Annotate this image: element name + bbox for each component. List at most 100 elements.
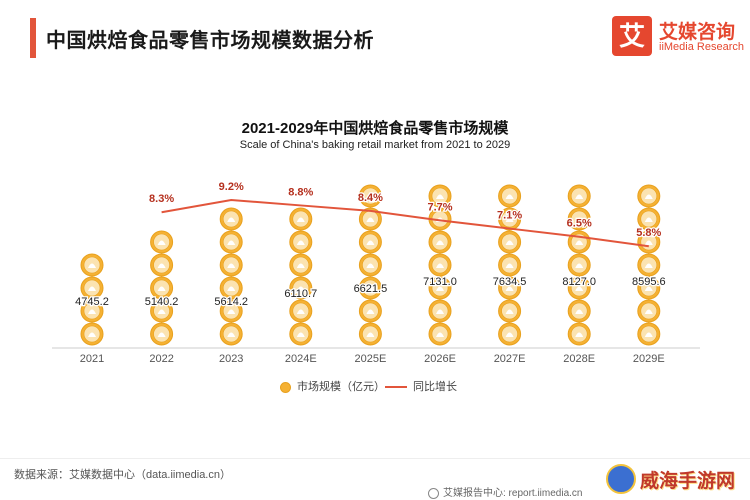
bread-icon	[227, 217, 236, 222]
bread-icon	[505, 263, 514, 268]
bar-value-labels: 4745.2 5140.2 5614.2 6110.7 6621.5 7131.0 7634…	[74, 275, 667, 310]
bread-icon	[436, 332, 444, 337]
bread-icon	[88, 309, 96, 314]
bread-icon	[575, 240, 584, 245]
growth-line-series: 8.3% 9.2% 8.8% 8.4% 7.7% 7.1% 6.5% 5.8%	[148, 180, 663, 248]
site-badge-icon	[606, 464, 636, 494]
report-link-text: 艾媒报告中心: report.iimedia.cn	[443, 488, 583, 499]
bar-2027E	[498, 184, 522, 346]
logo-mark-icon: 艾	[612, 16, 652, 56]
bread-icon	[505, 240, 514, 245]
bar-2026E	[428, 184, 452, 346]
bread-icon	[575, 263, 584, 268]
bar-2029E	[637, 184, 661, 346]
bread-icon	[644, 194, 653, 199]
bread-icon	[436, 286, 444, 291]
growth-value-label: 6.5%	[567, 218, 592, 230]
x-tick-label: 2024E	[285, 353, 317, 365]
bread-icon	[88, 286, 96, 291]
x-tick-label: 2025E	[354, 353, 386, 365]
bread-icon	[505, 332, 514, 337]
bar-2025E	[358, 184, 382, 346]
iimedia-icon	[428, 487, 439, 499]
legend: 市场规模（亿元） 同比增长	[0, 378, 750, 396]
bread-icon	[296, 240, 305, 245]
bread-icon	[644, 332, 653, 337]
x-tick-label: 2023	[219, 353, 243, 365]
bread-icon	[436, 263, 444, 268]
bread-icon	[366, 194, 375, 199]
logo-name-cn: 艾媒咨询	[659, 22, 736, 43]
bar-value-label: 7131.0	[423, 276, 457, 288]
bread-icon	[436, 240, 444, 245]
x-tick-label: 2022	[149, 353, 173, 365]
bar-2021	[80, 253, 104, 346]
growth-value-label: 8.8%	[288, 186, 313, 198]
bar-value-label: 5614.2	[214, 296, 248, 308]
bread-icon	[157, 240, 166, 245]
page-title: 中国烘焙食品零售市场规模数据分析	[46, 30, 374, 52]
bar-2022	[150, 230, 174, 346]
bread-icon	[366, 309, 375, 314]
bread-icon	[366, 240, 375, 245]
coin-icon	[280, 381, 291, 393]
bar-2028E	[567, 184, 591, 346]
footer-divider	[0, 458, 750, 459]
bread-icon	[366, 217, 375, 222]
bread-icon	[157, 332, 166, 337]
iimedia-logo: 艾 艾媒咨询 iiMedia Research	[612, 16, 744, 60]
growth-value-label: 7.1%	[497, 210, 522, 222]
bread-icon	[436, 309, 444, 314]
header: 中国烘焙食品零售市场规模数据分析 艾 艾媒咨询 iiMedia Research	[0, 0, 750, 72]
growth-value-label: 8.4%	[358, 192, 383, 204]
bread-icon	[575, 194, 584, 199]
bread-icon	[366, 286, 375, 291]
growth-value-label: 5.8%	[636, 227, 661, 239]
legend-label-growth: 同比增长	[413, 381, 457, 393]
bread-icon	[505, 309, 514, 314]
bread-icon	[644, 217, 653, 222]
bar-value-label: 7634.5	[493, 276, 527, 288]
bread-icon	[366, 263, 375, 268]
watermark-text: 威海手游网	[640, 471, 736, 492]
growth-value-label: 8.3%	[149, 193, 174, 205]
bread-icon	[575, 332, 584, 337]
bread-icon	[644, 309, 653, 314]
bread-icon	[436, 194, 444, 199]
growth-line	[161, 198, 649, 248]
x-tick-label: 2021	[80, 353, 104, 365]
bread-icon	[296, 217, 305, 222]
bread-icon	[575, 286, 584, 291]
bar-value-label: 8595.6	[632, 276, 666, 288]
line-swatch-icon	[385, 386, 407, 389]
bread-icon	[296, 263, 305, 268]
bread-icon	[296, 286, 305, 291]
bread-icon	[227, 240, 236, 245]
growth-value-label: 9.2%	[219, 181, 244, 193]
bar-2023	[219, 207, 243, 346]
bread-icon	[644, 286, 653, 291]
bread-icon	[575, 217, 584, 222]
bread-icon	[296, 309, 305, 314]
report-link[interactable]: 艾媒报告中心: report.iimedia.cn	[428, 484, 582, 499]
legend-item-growth: 同比增长	[385, 378, 457, 394]
site-watermark: 威海手游网	[606, 462, 746, 500]
bread-icon	[227, 332, 236, 337]
bread-icon	[88, 263, 96, 268]
bread-icon	[366, 332, 375, 337]
bar-value-label: 6621.5	[354, 283, 388, 295]
x-tick-label: 2026E	[424, 353, 456, 365]
bar-value-label: 8127.0	[562, 276, 596, 288]
bread-icon	[505, 286, 514, 291]
bread-icon	[644, 240, 653, 245]
bread-icon	[88, 332, 96, 337]
bar-value-label: 4745.2	[75, 296, 109, 308]
bread-icon	[157, 286, 166, 291]
bread-icon	[505, 217, 514, 222]
bar-2024E	[289, 207, 313, 346]
chart-subtitle: Scale of China's baking retail market fr…	[239, 139, 511, 151]
bread-icon	[575, 309, 584, 314]
x-tick-label: 2028E	[563, 353, 595, 365]
bread-icon	[227, 309, 236, 314]
